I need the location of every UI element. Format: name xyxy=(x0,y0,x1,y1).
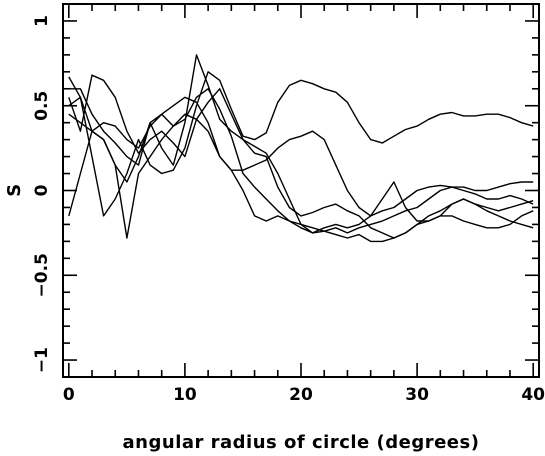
y-tick-label: −0.5 xyxy=(32,253,52,297)
plot-frame xyxy=(62,3,540,378)
series-line-4 xyxy=(68,113,534,239)
series-line-1 xyxy=(68,54,534,234)
y-tick-label: −1 xyxy=(32,347,52,373)
series-line-5 xyxy=(68,96,534,217)
x-tick-label: 30 xyxy=(405,385,429,405)
x-axis-label: angular radius of circle (degrees) xyxy=(123,432,480,453)
x-tick-label: 10 xyxy=(173,385,197,405)
y-tick-label: 1 xyxy=(32,15,52,27)
y-tick-label: 0.5 xyxy=(32,91,52,121)
series-group xyxy=(68,54,534,243)
series-line-6 xyxy=(68,88,534,243)
tick-labels: 0 10 20 30 40 −1 −0.5 0 0.5 1 xyxy=(32,15,545,405)
x-tick-label: 20 xyxy=(289,385,313,405)
series-line-3 xyxy=(68,74,534,239)
y-axis-label: S xyxy=(4,183,25,196)
x-tick-label: 0 xyxy=(63,385,75,405)
x-tick-label: 40 xyxy=(521,385,545,405)
axis-ticks xyxy=(63,4,539,377)
y-tick-label: 0 xyxy=(32,184,52,196)
series-line-2 xyxy=(68,71,534,217)
